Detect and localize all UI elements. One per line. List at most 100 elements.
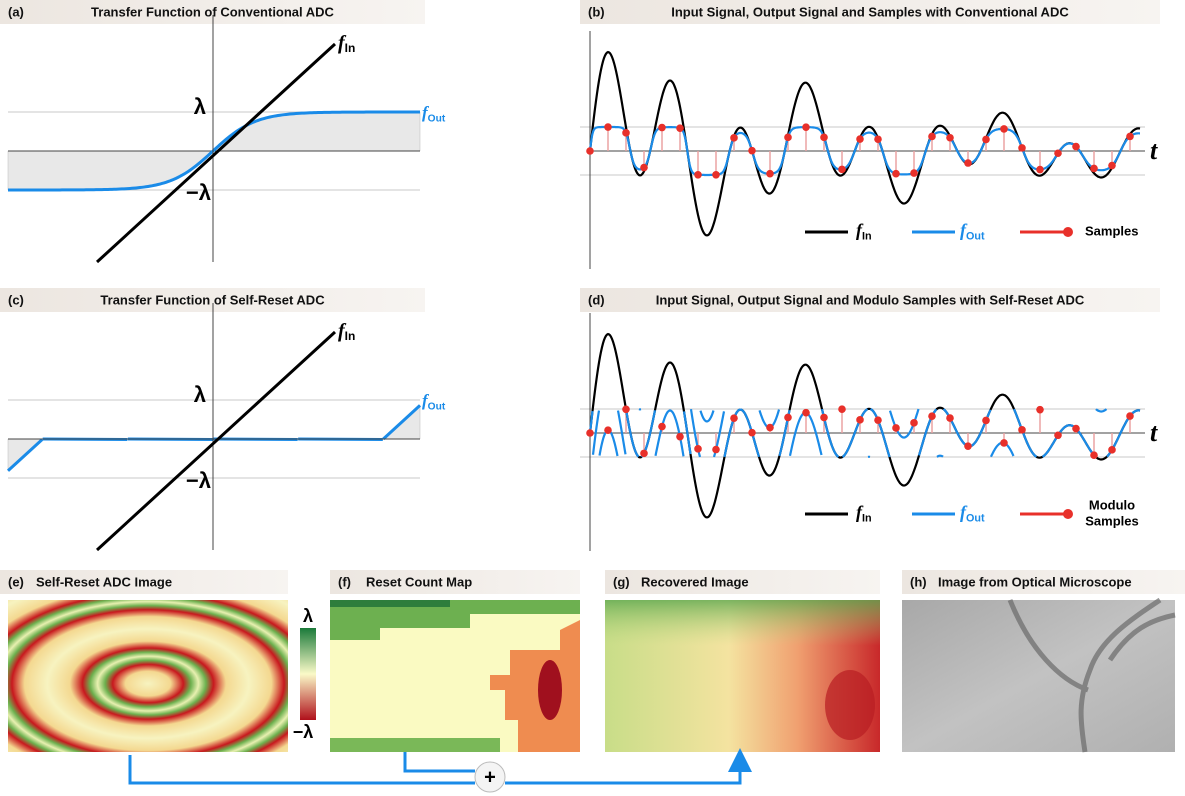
legend-dot [1063,509,1073,519]
curve-label: fOut [422,103,446,124]
sample-dot [856,416,864,424]
sample-dot [820,133,828,142]
input-curve [95,330,337,552]
symbol: f [338,32,347,54]
sample-dot [964,159,972,167]
sample-dot [604,123,612,131]
panel-title: Input Signal, Output Signal and Modulo S… [656,292,1085,307]
panel-header [580,0,1160,24]
sample-dot [802,123,810,131]
curve-label: fOut [960,502,985,524]
level-label: −λ [186,180,211,205]
plus-node [474,761,506,793]
colorbar-label: λ [303,606,313,626]
panel-label: (b) [588,4,605,19]
sample-dot [1108,446,1116,454]
sample-dot [676,124,684,132]
panel-header [0,570,288,594]
subscript: In [345,329,356,343]
sample-dot [910,169,918,177]
sample-dot [856,135,864,143]
sample-dot [766,169,774,178]
sample-dot [766,423,774,432]
sample-dot [676,432,684,441]
sample-dot [820,413,828,422]
recovered-image [605,600,880,752]
sample-dot [694,445,702,453]
sample-dot [622,405,630,414]
sample-dot [892,424,900,432]
panel-title: Transfer Function of Self-Reset ADC [100,292,325,307]
legend-text: Samples [1085,223,1138,238]
sample-dot [622,129,630,137]
subscript: In [862,512,872,524]
sample-dot [586,147,594,155]
subscript: Out [428,401,446,412]
operator: + [484,766,496,788]
sample-dot [1018,426,1026,434]
sample-dot [1000,125,1008,133]
panel-title: Image from Optical Microscope [938,574,1132,589]
panel-title: Self-Reset ADC Image [36,574,172,589]
sample-dot [1036,165,1044,174]
level-label: λ [194,94,206,119]
curve-label: fIn [338,32,355,56]
panel-header [580,288,1160,312]
sample-dot [730,134,738,142]
colorbar-label: −λ [293,722,314,742]
panel-title: Transfer Function of Conventional ADC [91,4,335,19]
panel-header [902,570,1185,594]
sample-dot [784,413,792,422]
sample-dot [874,416,882,424]
subscript: Out [966,230,985,242]
sample-dot [1108,161,1116,170]
sample-dot [1036,405,1044,414]
sample-dot [1054,431,1062,440]
curve-label: fIn [856,220,872,242]
sample-dot [982,135,990,144]
panel-label: (h) [910,574,927,589]
microscope-image [902,597,1176,753]
sample-dot [946,133,954,142]
curve-label: fOut [960,220,985,242]
subscript: Out [966,512,985,524]
sample-dot [874,135,882,144]
output-curve [7,110,420,192]
input-curve [95,42,337,264]
sample-dot [784,133,792,142]
sample-dot [1072,142,1080,151]
sample-dot [712,170,720,179]
panel-label: (a) [8,4,24,19]
subscript: Out [428,113,446,124]
sample-dot [640,449,648,458]
time-label: t [1150,418,1158,447]
legend-text: Samples [1085,513,1138,528]
symbol: f [856,502,864,522]
panel-label: (g) [613,574,630,589]
symbol: f [856,220,864,240]
input-curve [588,50,1141,237]
legend-dot [1063,227,1073,237]
symbol: f [422,103,430,122]
sample-dot [1126,412,1134,420]
sample-dot [946,414,954,422]
sample-dot [604,426,612,434]
colorbar [300,628,316,720]
sample-dot [1072,424,1080,433]
sample-dot [730,414,738,422]
symbol: f [422,391,430,410]
sample-dot [712,445,720,454]
sample-dot [658,422,666,431]
symbol: f [960,220,968,240]
sample-dot [1054,149,1062,158]
sample-dot [1018,144,1026,152]
sample-dot [1000,439,1008,447]
sample-dot [802,408,810,417]
symbol: f [338,320,347,342]
sample-dot [658,123,666,132]
sample-dot [640,163,648,172]
sample-dot [838,405,846,414]
panel-title: Recovered Image [641,574,749,589]
combine-arrows [128,748,752,785]
subscript: In [345,41,356,55]
